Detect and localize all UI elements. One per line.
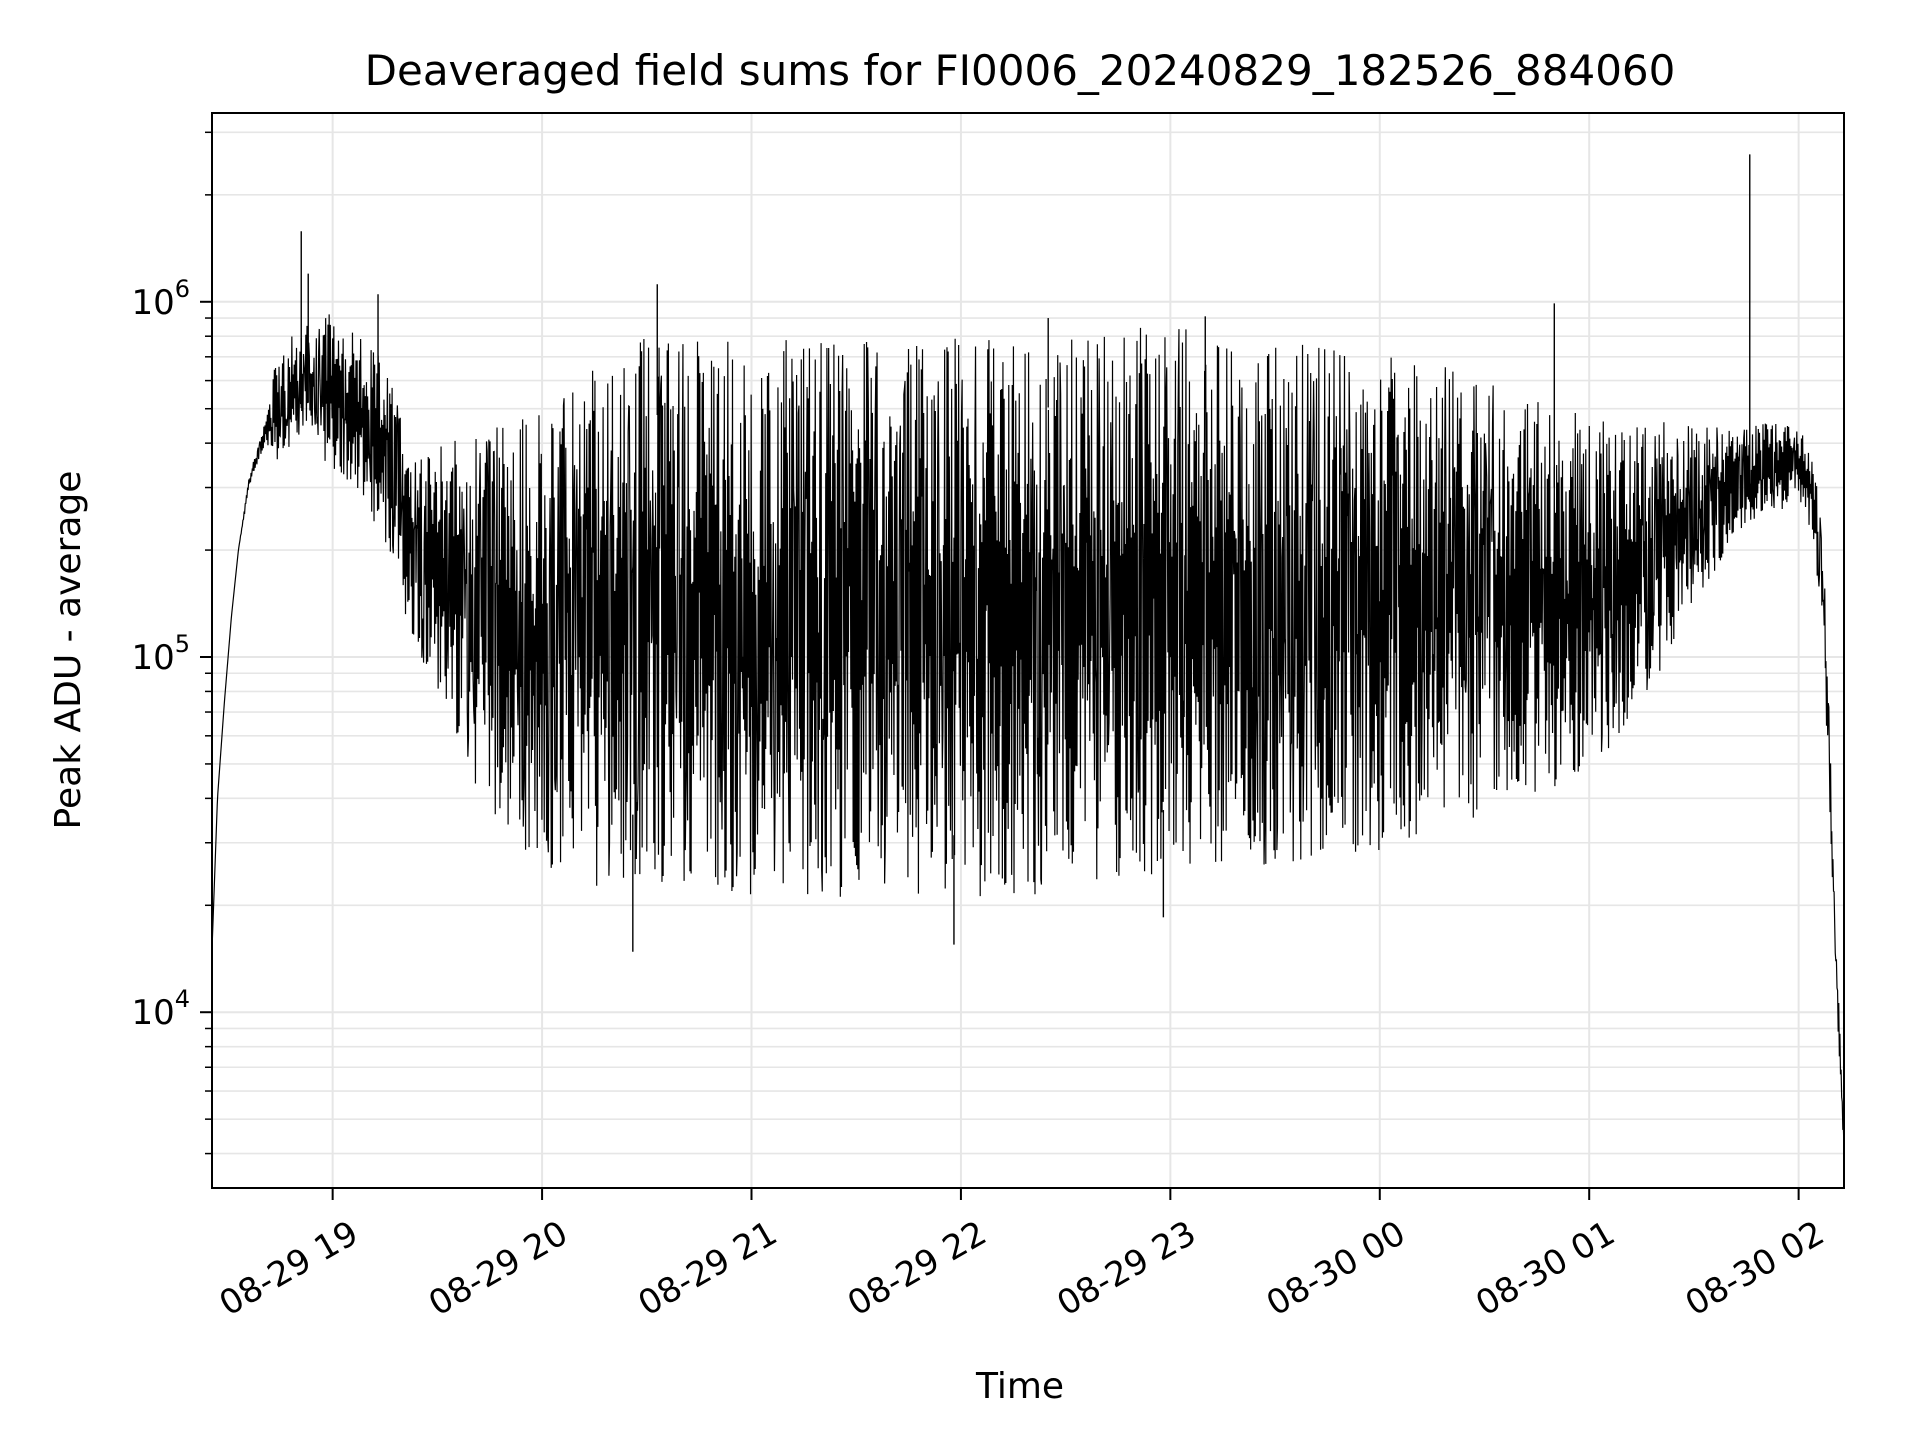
chart-title: Deaveraged field sums for FI0006_2024082… bbox=[365, 46, 1676, 95]
y-tick-label: 104 bbox=[131, 985, 190, 1033]
y-tick-label: 105 bbox=[131, 630, 190, 678]
y-tick-label: 106 bbox=[131, 275, 190, 323]
series-layer bbox=[211, 154, 1845, 1153]
x-axis-label: Time bbox=[975, 1366, 1064, 1407]
y-axis-label: Peak ADU - average bbox=[48, 471, 89, 830]
plot-frame bbox=[211, 112, 1845, 1189]
series-line-0 bbox=[211, 314, 1845, 1153]
